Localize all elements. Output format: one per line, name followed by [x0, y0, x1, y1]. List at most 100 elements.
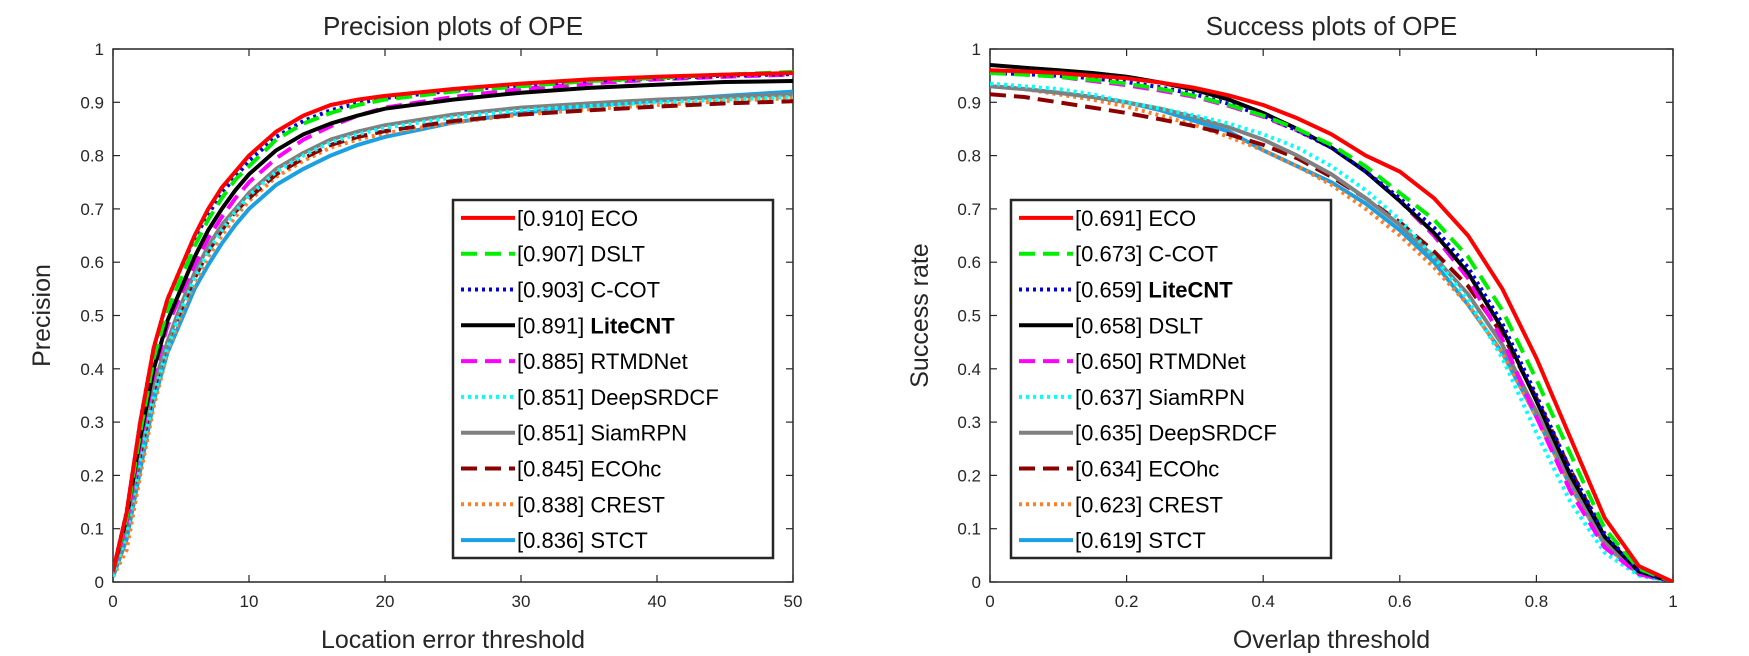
y-tick-label: 0.2	[80, 466, 104, 485]
series-line-siamrpn	[113, 92, 793, 578]
y-tick-label: 0.2	[957, 466, 981, 485]
legend-label: [0.851] DeepSRDCF	[517, 385, 719, 410]
legend-score: [0.851]	[517, 421, 590, 446]
x-tick-label: 20	[376, 592, 395, 611]
x-tick-label: 0.2	[1115, 592, 1139, 611]
y-axis-label: Precision	[28, 264, 56, 367]
series-line-deepsrdcf	[113, 95, 793, 578]
y-tick-label: 0.9	[80, 93, 104, 112]
legend-score: [0.634]	[1075, 457, 1148, 482]
legend-name: DeepSRDCF	[1148, 421, 1276, 446]
legend-name: ECOhc	[1148, 457, 1219, 482]
series-line-dslt	[990, 63, 1673, 582]
legend-label: [0.891] LiteCNT	[517, 313, 675, 338]
y-tick-label: 0.5	[80, 307, 104, 326]
y-tick-label: 0.8	[80, 147, 104, 166]
series-line-deepsrdcf	[990, 84, 1673, 582]
series-line-dslt	[113, 69, 793, 572]
y-tick-label: 0.8	[957, 147, 981, 166]
series-line-rtmdnet	[990, 68, 1673, 582]
legend-score: [0.619]	[1075, 528, 1148, 553]
legend-score: [0.885]	[517, 349, 590, 374]
legend-name: ECO	[590, 206, 638, 231]
y-tick-label: 0.7	[80, 200, 104, 219]
series-line-siamrpn	[990, 81, 1673, 582]
series-line-eco	[990, 68, 1673, 582]
chart-panel-2: Success plots of OPE 0 0.2 0.4 0.6 0.8 1 0 0.1 0.…	[906, 11, 1678, 654]
x-tick-label: 0	[108, 592, 117, 611]
y-tick-label: 0.6	[80, 253, 104, 272]
legend-score: [0.851]	[517, 385, 590, 410]
y-tick-label: 0.1	[80, 520, 104, 539]
legend-score: [0.635]	[1075, 421, 1148, 446]
legend-name: ECO	[1148, 206, 1196, 231]
legend-label: [0.623] CREST	[1075, 492, 1223, 517]
x-tick-label: 30	[512, 592, 531, 611]
x-tick-label: 0.6	[1388, 592, 1412, 611]
legend-score: [0.691]	[1075, 206, 1148, 231]
legend-label: [0.634] ECOhc	[1075, 457, 1219, 482]
legend-score: [0.910]	[517, 206, 590, 231]
legend-label: [0.619] STCT	[1075, 528, 1206, 553]
legend-label: [0.903] C-COT	[517, 278, 660, 303]
y-tick-label: 0.9	[957, 93, 981, 112]
y-tick-label: 0.4	[80, 360, 104, 379]
legend-score: [0.673]	[1075, 242, 1148, 267]
series-line-litecnt	[990, 71, 1673, 582]
legend-score: [0.659]	[1075, 278, 1148, 303]
chart-title: Success plots of OPE	[1206, 11, 1457, 41]
x-tick-label: 40	[648, 592, 667, 611]
legend-name: C-COT	[590, 278, 660, 303]
legend-label: [0.885] RTMDNet	[517, 349, 688, 374]
legend-label: [0.838] CREST	[517, 492, 665, 517]
y-tick-label: 0.7	[957, 200, 981, 219]
legend-label: [0.845] ECOhc	[517, 457, 661, 482]
series-line-c-cot	[990, 71, 1673, 582]
legend-name: CREST	[1148, 492, 1223, 517]
legend-name: RTMDNet	[1148, 349, 1245, 374]
legend-name: C-COT	[1148, 242, 1218, 267]
legend-label: [0.659] LiteCNT	[1075, 278, 1233, 303]
legend-name: RTMDNet	[590, 349, 687, 374]
legend-name: STCT	[1148, 528, 1205, 553]
y-tick-label: 1	[972, 40, 981, 59]
legend-name: CREST	[590, 492, 665, 517]
legend-box	[1009, 198, 1333, 560]
legend-score: [0.845]	[517, 457, 590, 482]
legend-label: [0.650] RTMDNet	[1075, 349, 1246, 374]
y-tick-label: 0	[972, 573, 981, 592]
legend-score: [0.658]	[1075, 313, 1148, 338]
y-tick-label: 0.5	[957, 307, 981, 326]
legend-score: [0.650]	[1075, 349, 1148, 374]
legend-label: [0.635] DeepSRDCF	[1075, 421, 1277, 446]
y-tick-label: 0	[95, 573, 104, 592]
x-tick-label: 1	[1668, 592, 1677, 611]
legend-name: LiteCNT	[1148, 278, 1233, 303]
legend-name: DeepSRDCF	[590, 385, 718, 410]
legend-name: ECOhc	[590, 457, 661, 482]
y-tick-label: 0.3	[80, 413, 104, 432]
legend-score: [0.623]	[1075, 492, 1148, 517]
legend-name: DSLT	[1148, 313, 1203, 338]
plot-area	[113, 69, 793, 578]
chart-title: Precision plots of OPE	[323, 11, 583, 41]
legend-score: [0.838]	[517, 492, 590, 517]
x-tick-label: 50	[784, 592, 803, 611]
legend: [0.691] ECO[0.673] C-COT[0.659] LiteCNT[…	[1009, 198, 1333, 560]
legend-label: [0.851] SiamRPN	[517, 421, 687, 446]
x-tick-label: 10	[240, 592, 259, 611]
legend-score: [0.891]	[517, 313, 590, 338]
legend-label: [0.673] C-COT	[1075, 242, 1218, 267]
legend-label: [0.836] STCT	[517, 528, 648, 553]
y-tick-label: 0.1	[957, 520, 981, 539]
legend-label: [0.910] ECO	[517, 206, 638, 231]
legend-name: SiamRPN	[1148, 385, 1245, 410]
legend-name: STCT	[590, 528, 647, 553]
chart-panel-1: Precision plots of OPE 0 10 20 30 40 50 0 0.1 0.2…	[28, 11, 802, 654]
legend-score: [0.836]	[517, 528, 590, 553]
x-axis-label: Location error threshold	[321, 626, 585, 654]
y-axis-label: Success rate	[906, 243, 934, 388]
legend-name: SiamRPN	[590, 421, 687, 446]
legend-score: [0.907]	[517, 242, 590, 267]
